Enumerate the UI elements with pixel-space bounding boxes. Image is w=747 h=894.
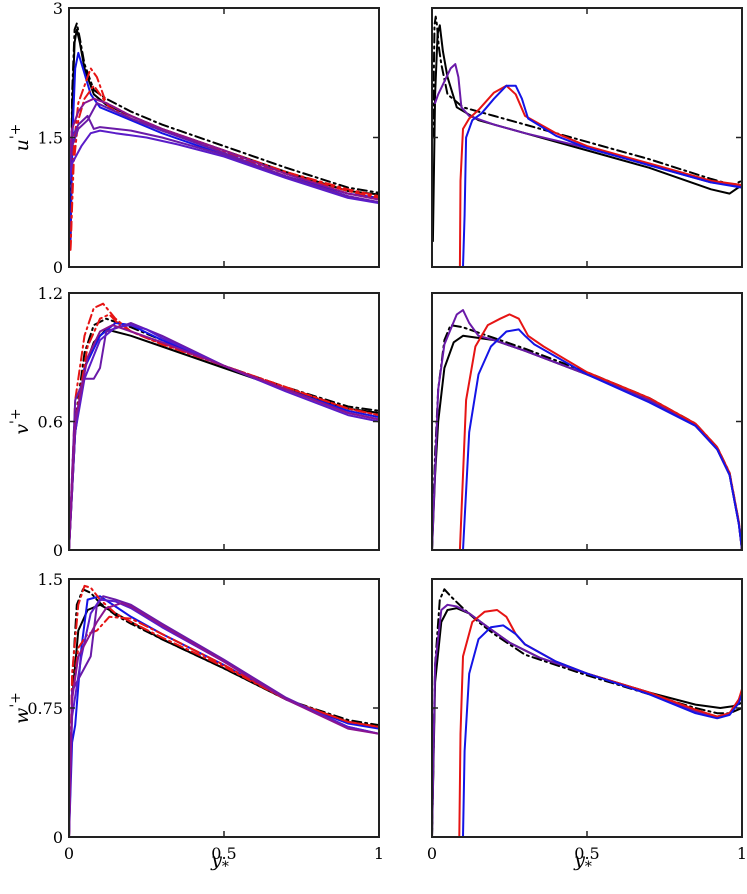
y-tick-label: 0.75: [27, 699, 63, 718]
x-tick-label: 1: [737, 844, 747, 863]
panel-w-left: 0 0.5 1 0 0.75 1.5 w'+ y*: [8, 570, 384, 875]
panel-v-left: 0 0.6 1.2 v'+: [8, 284, 380, 560]
series-group: [69, 584, 379, 837]
series-group: [432, 588, 742, 837]
series-line-magenta-7: [69, 602, 379, 837]
series-line-blue-4: [462, 84, 742, 267]
y-tick-label: 0: [53, 258, 63, 277]
series-line-black-1: [69, 317, 379, 550]
series-line-magenta-8: [69, 97, 379, 201]
y-tick-label: 1.5: [38, 570, 63, 589]
series-line-blue-4: [462, 328, 742, 550]
panel-w-right: 0 0.5 1 y*: [427, 578, 747, 875]
y-axis-label: v'+: [8, 408, 33, 434]
y-axis-label: u'+: [8, 124, 33, 152]
x-tick-label: 0: [427, 844, 437, 863]
series-line-black-0: [69, 28, 379, 243]
series-line-black-1: [69, 22, 379, 243]
y-tick-label: 0: [53, 541, 63, 560]
series-line-black-0: [432, 334, 742, 550]
series-line-violet-7: [69, 129, 379, 205]
series-line-blue-2: [69, 322, 379, 550]
panel-u-right: [431, 7, 743, 268]
series-line-purple-5: [69, 595, 379, 837]
series-line-purple-6: [69, 114, 379, 204]
series-line-black-1: [432, 324, 742, 550]
series-line-red-3: [69, 584, 379, 837]
series-line-red-4: [69, 615, 379, 837]
series-line-black-0: [69, 328, 379, 550]
series-group: [432, 309, 742, 550]
x-tick-label: 1: [374, 844, 384, 863]
y-tick-label: 1.5: [38, 129, 63, 148]
x-tick-label: 0: [64, 844, 74, 863]
series-line-blue-4: [462, 624, 742, 837]
plot-frame: [431, 7, 743, 268]
series-line-red-3: [69, 302, 379, 550]
plot-frame: [431, 292, 743, 551]
series-line-black-1: [432, 24, 742, 243]
panel-u-left: 0 1.5 3 u'+: [8, 0, 380, 277]
series-group: [69, 22, 379, 251]
y-tick-label: 0: [53, 828, 63, 847]
y-axis-label: w'+: [8, 692, 33, 724]
y-tick-label: 3: [53, 0, 63, 18]
y-tick-label: 0.6: [38, 413, 63, 432]
series-line-red-3: [458, 609, 742, 837]
series-line-purple-2: [434, 63, 742, 187]
series-line-red-3: [69, 67, 379, 251]
x-tick-label: 0.5: [211, 844, 236, 863]
panel-v-right: [431, 292, 743, 551]
series-group: [69, 302, 379, 550]
series-line-red-4: [69, 84, 379, 251]
series-line-purple-5: [69, 322, 379, 550]
series-line-black-1: [69, 588, 379, 837]
series-line-magenta-7: [69, 324, 379, 550]
x-axis-label: y*: [573, 849, 592, 875]
series-group: [432, 15, 742, 267]
series-line-purple-2: [432, 309, 742, 550]
x-axis-label: y*: [210, 849, 229, 875]
series-line-black-0: [432, 588, 742, 837]
series-line-violet-6: [69, 324, 379, 550]
series-line-red-4: [69, 313, 379, 550]
series-line-red-3: [458, 313, 742, 550]
series-line-black-0: [432, 15, 742, 186]
x-tick-label: 0.5: [574, 844, 599, 863]
plot-frame: [68, 7, 380, 268]
y-tick-label: 1.2: [38, 284, 63, 303]
series-line-red-3: [458, 84, 742, 267]
